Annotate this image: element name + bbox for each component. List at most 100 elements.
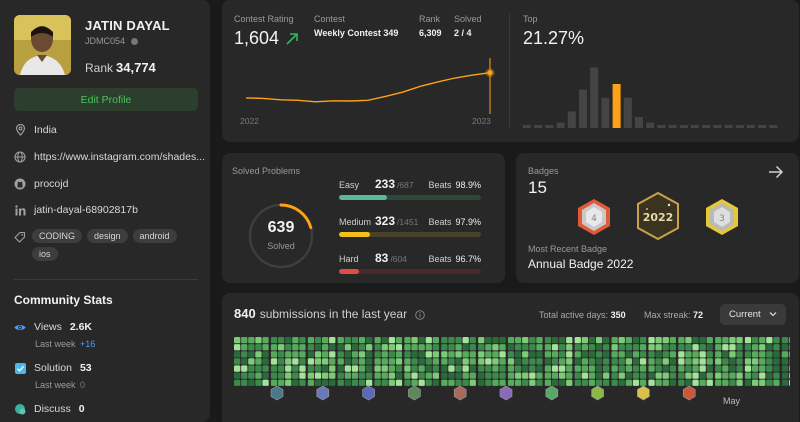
heatmap-cell [381,372,388,379]
heatmap-cell [432,344,439,351]
heatmap-cell [759,379,766,386]
heatmap-cell [314,372,322,379]
heatmap-cell [329,365,336,372]
heatmap-cell [255,351,262,358]
heatmap-grid[interactable] [234,337,790,417]
linkedin-row[interactable]: jatin-dayal-68902817b [14,204,138,216]
histogram-bar [601,97,610,128]
heatmap-cell [248,365,255,372]
globe-icon [14,151,26,163]
heatmap-cell [639,365,647,372]
heatmap-cell [773,365,780,372]
hard-beats-label: Beats [428,254,452,264]
badges-card: Badges 15 4 2022 3 Most Recent Badge Ann… [516,153,799,283]
heatmap-cell [648,337,655,344]
heatmap-cell [262,351,269,358]
heatmap-cell [462,351,469,358]
heatmap-cell [404,379,411,386]
rating-line-chart[interactable] [240,58,500,128]
heatmap-cell [366,379,373,386]
heatmap-cell [478,365,485,372]
heatmap-cell [766,372,773,379]
heatmap-cell [234,351,241,358]
heatmap-cell [404,351,411,358]
heatmap-cell [374,365,381,372]
heatmap-cell [699,358,706,365]
heatmap-cell [722,379,729,386]
heatmap-cell [492,365,499,372]
heatmap-cell [574,365,581,372]
heatmap-cell [425,344,432,351]
year-select-value: Current [729,309,761,320]
heatmap-cell [241,358,248,365]
heatmap-cell [588,337,596,344]
heatmap-cell [374,379,381,386]
heatmap-cell [551,344,559,351]
website-link[interactable]: https://www.instagram.com/shades... [34,151,205,163]
discuss-stat: Discuss 0 [14,403,85,415]
tag-chip[interactable]: design [87,229,128,243]
arrow-right-icon[interactable] [768,165,784,179]
website-row[interactable]: https://www.instagram.com/shades... [14,151,205,163]
github-text[interactable]: procojd [34,178,69,190]
tag-chip[interactable]: android [132,229,177,243]
heatmap-cell [388,358,395,365]
heatmap-cell [574,351,581,358]
heatmap-cell [448,372,455,379]
heatmap-cell [559,351,566,358]
info-icon[interactable] [414,309,425,320]
heatmap-cell [581,344,588,351]
badge-bronze-icon[interactable]: 4 [574,197,614,237]
linkedin-text[interactable]: jatin-dayal-68902817b [34,204,138,216]
solved-progress-ring[interactable] [246,201,316,271]
heatmap-cell [595,344,603,351]
github-row[interactable]: procojd [14,178,68,190]
histogram-bar [567,111,576,128]
heatmap-cell [781,372,789,379]
heatmap-cell [395,337,403,344]
heatmap-cell [766,337,773,344]
tag-chip[interactable]: CODING [32,229,82,243]
heatmap-cell [595,365,603,372]
heatmap-cell [559,379,566,386]
heatmap-cell [432,351,439,358]
heatmap-cell [722,344,729,351]
vertical-divider [509,14,510,128]
avatar[interactable] [14,15,71,75]
heatmap-cell [581,337,588,344]
heatmap-cell [351,365,359,372]
heatmap-cell [485,351,492,358]
badge-gold-icon[interactable]: 3 [702,197,742,237]
heatmap-cell [736,379,743,386]
heatmap-cell [418,372,425,379]
heatmap-cell [515,344,522,351]
year-select[interactable]: Current [720,304,786,325]
annual-badge-2022-icon[interactable]: 2022 [633,191,683,241]
heatmap-cell [381,337,388,344]
tag-chip[interactable]: ios [32,247,58,261]
monthly-badge-icon [316,385,330,401]
profile-name: JATIN DAYAL [85,18,170,33]
heatmap-cell [595,337,603,344]
heatmap-cell [307,337,315,344]
heatmap-cell [611,337,618,344]
heatmap-cell [418,379,425,386]
histogram-bar [747,125,755,128]
heatmap-cell [632,365,640,372]
heatmap-cell [307,379,315,386]
heatmap-cell [744,379,752,386]
edit-profile-button[interactable]: Edit Profile [14,88,198,111]
heatmap-cell [722,337,729,344]
heatmap-cell [455,337,462,344]
max-streak-label: Max streak: [644,310,691,320]
heatmap-cell [632,379,640,386]
heatmap-cell [507,358,515,365]
heatmap-cell [515,379,522,386]
heatmap-cell [639,379,647,386]
heatmap-cell [499,344,506,351]
tag-icon [14,231,26,243]
top-percent-histogram[interactable] [523,60,785,128]
easy-total: /687 [397,180,414,190]
chat-bubble-icon [14,403,26,415]
heatmap-cell [478,379,485,386]
